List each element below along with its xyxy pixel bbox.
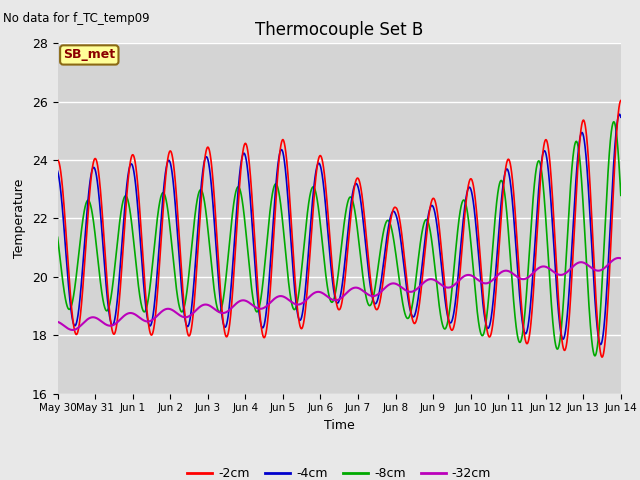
Legend: -2cm, -4cm, -8cm, -32cm: -2cm, -4cm, -8cm, -32cm [182,462,496,480]
Title: Thermocouple Set B: Thermocouple Set B [255,21,423,39]
Y-axis label: Temperature: Temperature [13,179,26,258]
X-axis label: Time: Time [324,419,355,432]
Text: No data for f_TC_temp09: No data for f_TC_temp09 [3,12,150,25]
Text: SB_met: SB_met [63,48,115,61]
